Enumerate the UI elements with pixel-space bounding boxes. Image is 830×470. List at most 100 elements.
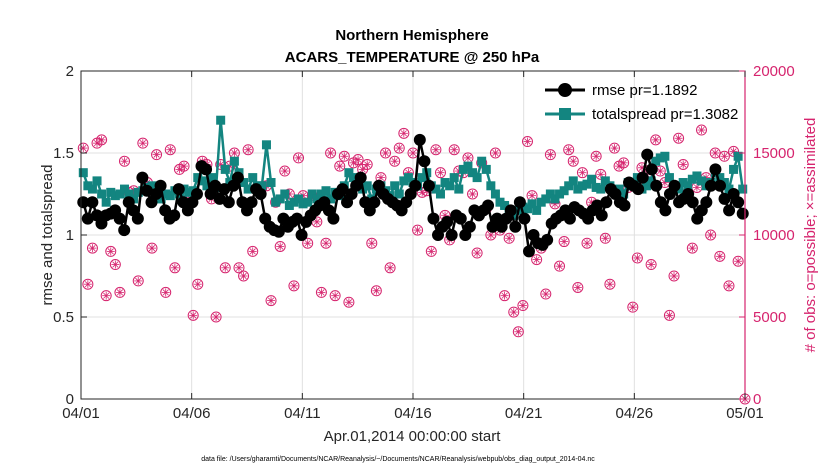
y-left-tick-label: 0.5 [53,309,74,326]
obs-assimilated-marker [332,292,339,299]
obs-assimilated-marker [556,263,563,270]
obs-point [242,144,254,156]
obs-assimilated-marker [716,253,723,260]
obs-possible-marker [604,278,616,290]
obs-assimilated-marker [322,240,330,247]
obs-point [334,160,346,172]
obs-point [718,150,730,162]
totalspread-point [261,140,271,150]
obs-point [210,311,222,323]
obs-point [274,240,286,252]
totalspread-point [399,176,409,186]
rmse-point [77,196,90,209]
obs-possible-marker [627,301,639,313]
obs-point [627,301,639,313]
obs-assimilated-marker [295,154,302,162]
rmse-point [659,204,672,217]
totalspread-point [87,184,97,194]
obs-assimilated-marker [217,161,224,168]
obs-assimilated-marker [396,144,403,152]
obs-assimilated-marker [231,149,238,157]
obs-possible-marker [370,285,382,297]
totalspread-point [316,189,326,199]
obs-point [233,262,245,274]
totalspread-point [600,176,610,186]
totalspread-point [577,181,587,191]
obs-point [448,144,460,156]
obs-assimilated-marker [469,190,476,198]
totalspread-point [449,173,459,183]
obs-point [137,137,149,149]
obs-point [714,250,726,262]
obs-possible-marker [361,158,373,170]
obs-assimilated-marker [171,264,178,271]
obs-assimilated-marker [693,184,701,191]
obs-assimilated-marker [528,192,536,199]
obs-possible-marker [590,150,602,162]
rmse-point [231,171,244,184]
tick-labels: 04/01 04/06 04/11 04/16 04/21 04/26 05/0100.51… [53,63,795,422]
obs-assimilated-marker [629,304,636,311]
totalspread-point [660,151,670,161]
obs-point [590,150,602,162]
totalspread-point [445,181,455,191]
totalspread-point [596,184,606,194]
obs-possible-marker [471,247,483,259]
rmse-point [86,196,99,209]
rmse-point [368,196,381,209]
x-tick-label: 04/16 [394,405,432,422]
obs-point [499,290,511,302]
rmse-point [218,183,231,196]
obs-assimilated-marker [318,289,325,296]
rmse-point [732,196,745,209]
obs-possible-marker [352,154,364,166]
rmse-point [595,209,608,222]
obs-assimilated-marker [386,264,394,271]
obs-point [151,149,163,161]
totalspread-point [92,176,102,186]
x-tick-label: 04/26 [616,405,654,422]
rmse-point [709,163,722,176]
obs-assimilated-marker [620,159,627,166]
rmse-point [704,179,717,192]
rmse-point [718,192,731,205]
obs-point [96,134,108,146]
obs-point [132,275,144,287]
obs-point [668,270,680,282]
obs-possible-marker [233,262,245,274]
rmse-point [168,209,181,222]
obs-assimilated-marker [240,272,247,280]
totalspread-point [161,189,171,199]
totalspread-point [573,184,583,194]
obs-assimilated-marker [313,218,320,225]
obs-possible-marker [146,242,158,254]
obs-point [366,237,378,249]
obs-assimilated-marker [428,248,435,255]
totalspread-point [472,173,482,183]
obs-assimilated-marker [222,264,229,271]
rmse-point [482,199,495,212]
totalspread-point [257,181,267,191]
obs-point [398,127,410,139]
obs-possible-marker [650,134,662,146]
obs-possible-marker [178,160,190,172]
obs-point [508,306,520,318]
obs-point [567,155,579,167]
totalspread-point [344,168,354,178]
rmse-point [454,212,467,225]
totalspread-point [486,181,496,191]
totalspread-point [664,173,674,183]
obs-possible-marker [100,290,112,302]
totalspread-point [481,164,491,174]
obs-possible-marker [210,311,222,323]
obs-assimilated-marker [107,248,114,255]
obs-assimilated-marker [194,281,201,288]
totalspread-point [587,174,597,184]
obs-possible-marker [315,286,327,298]
obs-point [329,290,341,302]
totalspread-point [536,197,546,207]
rmse-point [209,179,222,192]
obs-point [663,309,675,321]
totalspread-point [275,194,285,204]
